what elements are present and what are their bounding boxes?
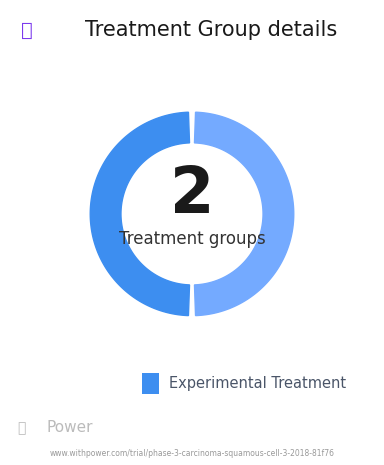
Text: 👥: 👥 <box>21 21 33 40</box>
Text: Treatment Group details: Treatment Group details <box>85 20 337 40</box>
Text: Treatment groups: Treatment groups <box>119 231 265 248</box>
Text: 2: 2 <box>170 164 214 226</box>
Text: Experimental Treatment: Experimental Treatment <box>169 376 346 391</box>
Polygon shape <box>90 112 190 316</box>
Text: www.withpower.com/trial/phase-3-carcinoma-squamous-cell-3-2018-81f76: www.withpower.com/trial/phase-3-carcinom… <box>50 449 334 458</box>
Text: Power: Power <box>46 420 93 435</box>
FancyBboxPatch shape <box>142 373 159 394</box>
Text: ⛊: ⛊ <box>17 421 25 435</box>
Polygon shape <box>194 112 294 316</box>
